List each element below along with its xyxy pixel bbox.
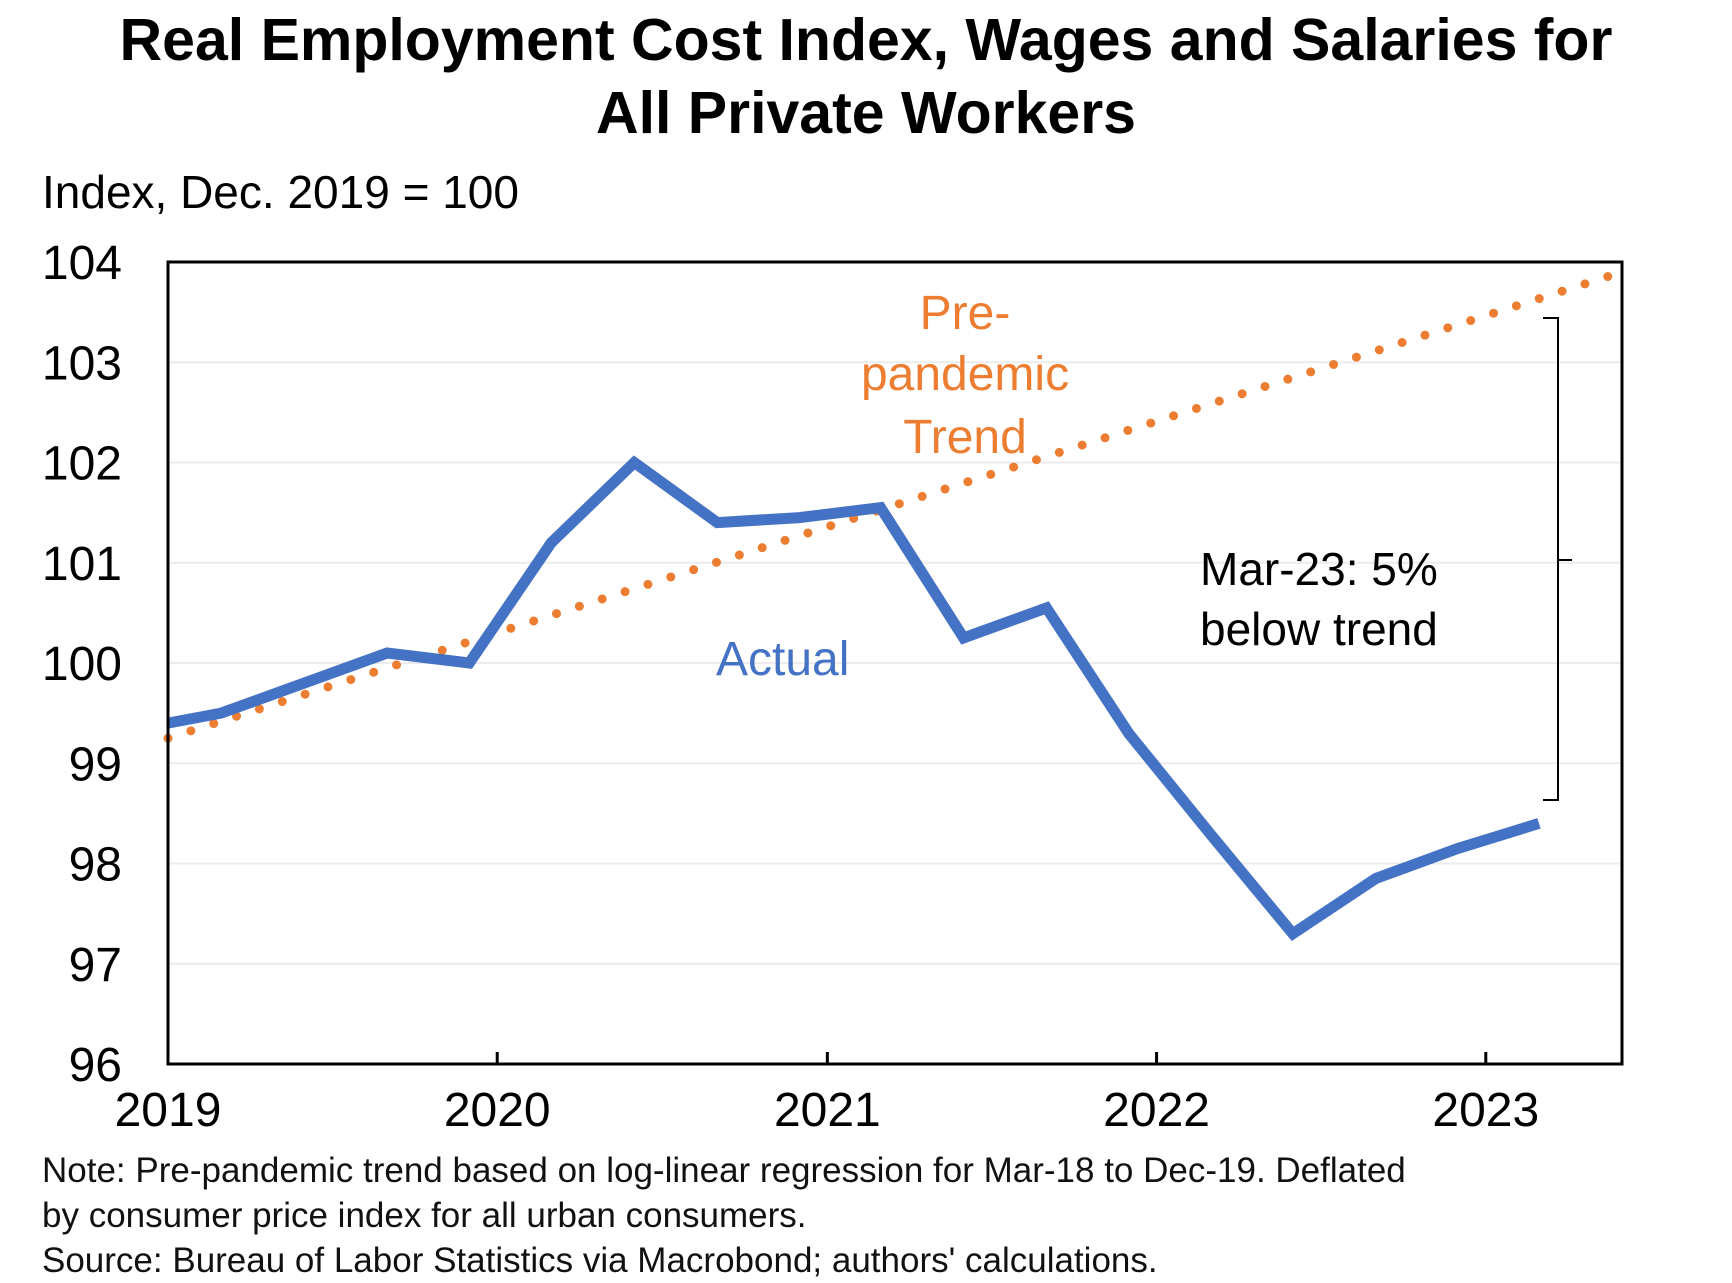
note-line-1: Note: Pre-pandemic trend based on log-li…: [42, 1151, 1406, 1190]
chart-title-line-2: All Private Workers: [596, 80, 1136, 146]
source-line: Source: Bureau of Labor Statistics via M…: [42, 1241, 1158, 1280]
x-tick-label: 2020: [444, 1084, 551, 1137]
trend-label: Pre- pandemic Trend: [861, 287, 1069, 464]
trend-line: [163, 267, 1627, 743]
x-tick-label: 2019: [115, 1084, 222, 1137]
y-axis-unit-label: Index, Dec. 2019 = 100: [42, 166, 519, 218]
plot-area-frame: [166, 260, 1624, 1066]
gridlines: [168, 361, 1622, 965]
chart-title-line-1: Real Employment Cost Index, Wages and Sa…: [119, 7, 1613, 73]
chart-footnote: Note: Pre-pandemic trend based on log-li…: [42, 1148, 1406, 1283]
actual-series: [166, 455, 1541, 942]
trend-label-line-1: Pre-: [920, 287, 1011, 340]
gap-annotation: Mar-23: 5% below trend: [1200, 543, 1438, 655]
trend-label-line-2: pandemic: [861, 348, 1069, 401]
y-axis-ticks: 96 97 98 99 100 101 102 103 104: [42, 237, 122, 1092]
y-tick-label: 104: [42, 237, 122, 290]
y-tick-label: 103: [42, 337, 122, 390]
y-tick-label: 100: [42, 638, 122, 691]
note-line-2: by consumer price index for all urban co…: [42, 1196, 807, 1235]
gap-annotation-line-1: Mar-23: 5%: [1200, 543, 1438, 595]
x-axis-ticks: 2019 2020 2021 2022 2023: [115, 1052, 1539, 1137]
actual-line: [166, 455, 1541, 942]
y-tick-label: 98: [69, 839, 122, 892]
trend-series: [163, 267, 1627, 743]
trend-label-line-3: Trend: [903, 411, 1027, 464]
x-tick-label: 2023: [1432, 1084, 1539, 1137]
x-tick-label: 2021: [774, 1084, 881, 1137]
chart-title: Real Employment Cost Index, Wages and Sa…: [0, 4, 1732, 150]
y-tick-label: 102: [42, 438, 122, 491]
gap-annotation-line-2: below trend: [1200, 603, 1438, 655]
y-tick-label: 101: [42, 538, 122, 591]
y-tick-label: 97: [69, 939, 122, 992]
actual-label: Actual: [716, 633, 849, 686]
y-tick-label: 99: [69, 738, 122, 791]
x-tick-label: 2022: [1103, 1084, 1210, 1137]
gap-bracket: [1543, 317, 1572, 801]
y-tick-label: 96: [69, 1039, 122, 1092]
